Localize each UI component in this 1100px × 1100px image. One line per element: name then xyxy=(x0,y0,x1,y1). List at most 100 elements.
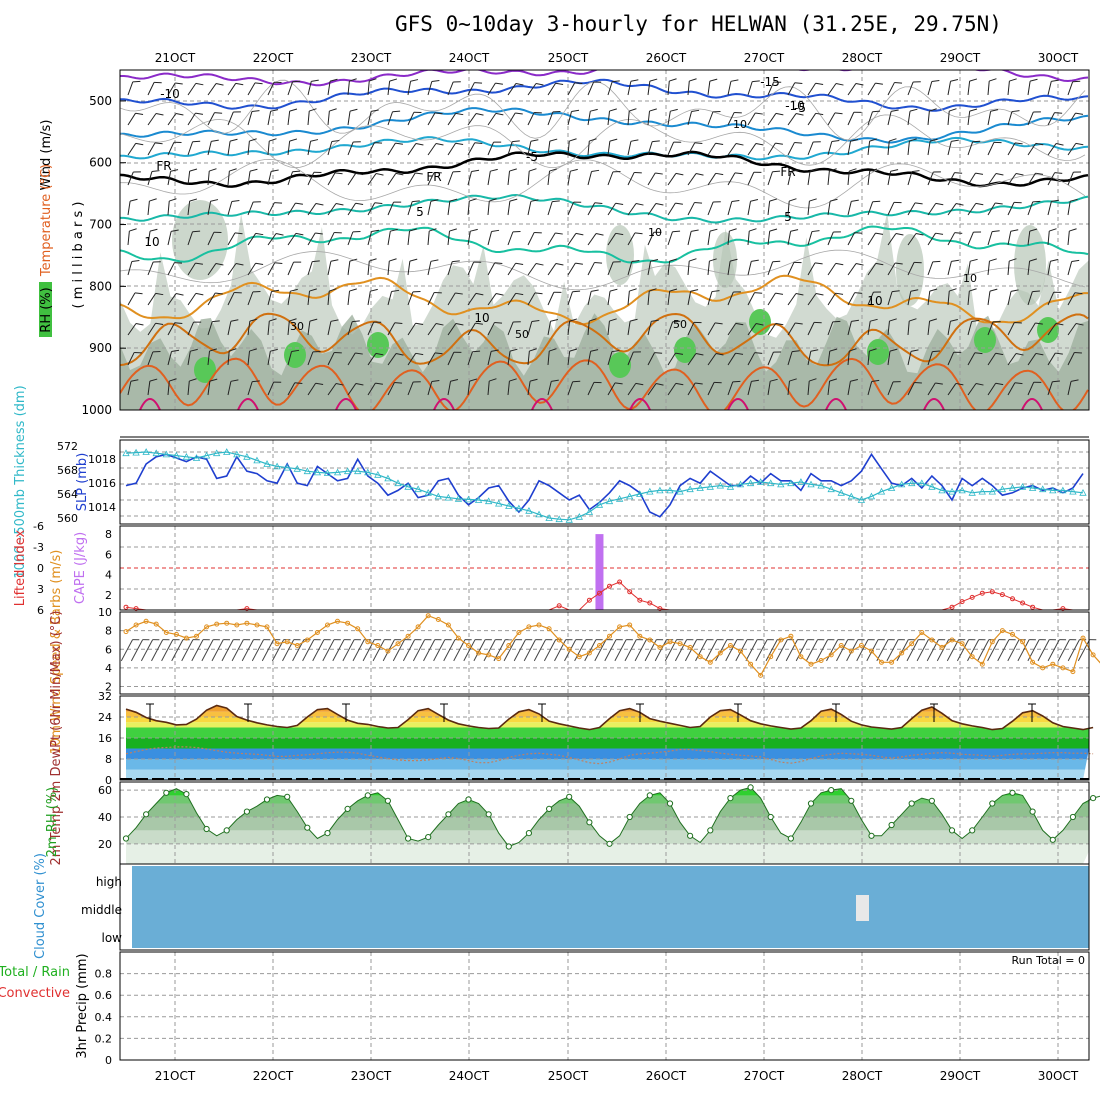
wind10m-barb xyxy=(886,639,905,662)
wind-barb xyxy=(427,171,442,186)
wind-barb xyxy=(327,231,342,246)
wind-barb xyxy=(447,322,464,336)
wind-barb xyxy=(587,318,597,336)
temperature-band xyxy=(126,722,1089,728)
contour-minus5a xyxy=(120,107,1089,144)
wind-barb xyxy=(427,199,439,216)
contour-minus5b xyxy=(120,136,1089,161)
precip-tick-label: 0.8 xyxy=(95,968,113,981)
wind-barb xyxy=(667,230,681,246)
wind-barb xyxy=(747,352,763,366)
wind-barb xyxy=(927,288,938,306)
wind-barb xyxy=(607,171,621,186)
lifted-index-point xyxy=(1010,596,1015,602)
wind-barb xyxy=(627,351,641,366)
wind-barb xyxy=(987,321,1001,336)
wind-barb xyxy=(687,229,699,246)
wind-barb xyxy=(207,139,219,156)
rh2m-point xyxy=(223,827,230,834)
wind-barb xyxy=(907,138,917,156)
wind-barb xyxy=(1047,322,1064,336)
panel-slp: 572 568 564 560 1018 1016 1014 1000~500mb Thic… xyxy=(13,385,1090,579)
wind10m-barb xyxy=(251,639,271,662)
thickness-point xyxy=(958,486,966,494)
wind-barb xyxy=(507,348,518,366)
wind-barb xyxy=(447,260,460,276)
wind-barb xyxy=(907,108,918,126)
wind-barb xyxy=(727,79,739,96)
wind-barb xyxy=(907,382,922,396)
wind-barb xyxy=(327,351,342,366)
wind-barb xyxy=(967,231,982,246)
wind10m-barb xyxy=(473,639,492,662)
wind-barb xyxy=(887,318,897,336)
wind-barb xyxy=(587,108,598,126)
wind-barb xyxy=(547,319,559,336)
lifted-index-axis-label: Lifted Index xyxy=(13,529,28,606)
wind-barb xyxy=(307,382,324,396)
wind-barb xyxy=(1007,142,1023,156)
wind-barb xyxy=(407,322,424,336)
wind-barb xyxy=(827,112,843,126)
wind-speed-point xyxy=(244,620,250,626)
wind-barb xyxy=(127,292,143,306)
wind-barb xyxy=(187,262,204,276)
wind-barb xyxy=(1007,322,1022,336)
wind-barb xyxy=(1067,323,1084,336)
wind-barb xyxy=(187,198,198,216)
thickness-point xyxy=(313,468,322,476)
wind-speed-point xyxy=(556,637,562,643)
wind-barb xyxy=(447,198,458,216)
wind-barb xyxy=(207,292,223,306)
wind-barb xyxy=(607,108,617,126)
wind10m-barb xyxy=(483,639,502,662)
wind-barb xyxy=(787,229,799,246)
wind-barb xyxy=(1047,143,1064,156)
thickness-point xyxy=(434,492,442,500)
wind-barb xyxy=(467,322,483,336)
precip-tick-label: 0.6 xyxy=(95,989,113,1002)
thickness-point xyxy=(595,500,604,508)
lifted-index-tick-label: -6 xyxy=(33,520,44,533)
wind-barb xyxy=(747,171,762,186)
wind-barb xyxy=(627,232,643,246)
wind-barb xyxy=(167,112,184,126)
wind-barb xyxy=(267,202,283,216)
wind-barb xyxy=(547,262,564,276)
wind-barb xyxy=(847,139,859,156)
lifted-index-tick-label: 3 xyxy=(37,583,44,596)
wind10m-barb xyxy=(735,639,754,662)
wind-barb xyxy=(787,350,800,366)
wind-barb xyxy=(387,322,403,336)
wind-barb xyxy=(327,288,337,306)
wind-barb xyxy=(787,82,803,96)
wind-barb xyxy=(647,383,664,396)
thickness-point xyxy=(374,470,382,478)
wind-barb xyxy=(427,352,443,366)
wind-barb xyxy=(967,383,984,396)
wind-speed-point xyxy=(1030,659,1036,665)
thickness-point xyxy=(182,452,191,460)
wind-barb xyxy=(767,170,781,186)
wind-barb xyxy=(367,173,384,186)
wind-barb xyxy=(1007,110,1020,126)
wind-barb xyxy=(487,198,497,216)
contour-30 xyxy=(727,398,749,410)
wind-barb xyxy=(987,141,1002,156)
wind-barb xyxy=(307,288,317,306)
date-label-bottom: 25OCT xyxy=(548,1069,589,1083)
wind-barb xyxy=(187,348,198,366)
wind-barb xyxy=(427,380,440,396)
wind-barb xyxy=(547,138,558,156)
wind10m-barb xyxy=(725,639,744,662)
wind-barb xyxy=(307,351,321,366)
wind-barb xyxy=(1027,258,1037,276)
wind-barb xyxy=(247,201,261,216)
rh2m-point xyxy=(284,793,291,800)
wind-barb xyxy=(567,380,581,396)
lifted-index-point xyxy=(133,606,139,612)
date-label-top: 28OCT xyxy=(842,51,883,65)
thickness-point xyxy=(354,467,362,475)
wind-speed-point xyxy=(415,624,421,630)
wind-barb xyxy=(1067,171,1082,186)
